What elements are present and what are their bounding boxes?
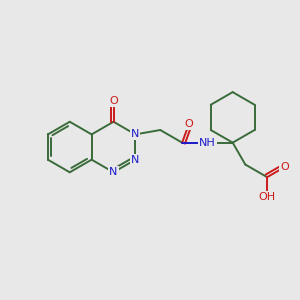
Text: O: O (184, 119, 193, 129)
Text: N: N (131, 129, 140, 140)
Text: OH: OH (259, 192, 276, 202)
Text: O: O (280, 162, 289, 172)
Text: NH: NH (199, 138, 216, 148)
Text: N: N (131, 155, 140, 165)
Text: O: O (109, 96, 118, 106)
Text: N: N (109, 167, 118, 177)
